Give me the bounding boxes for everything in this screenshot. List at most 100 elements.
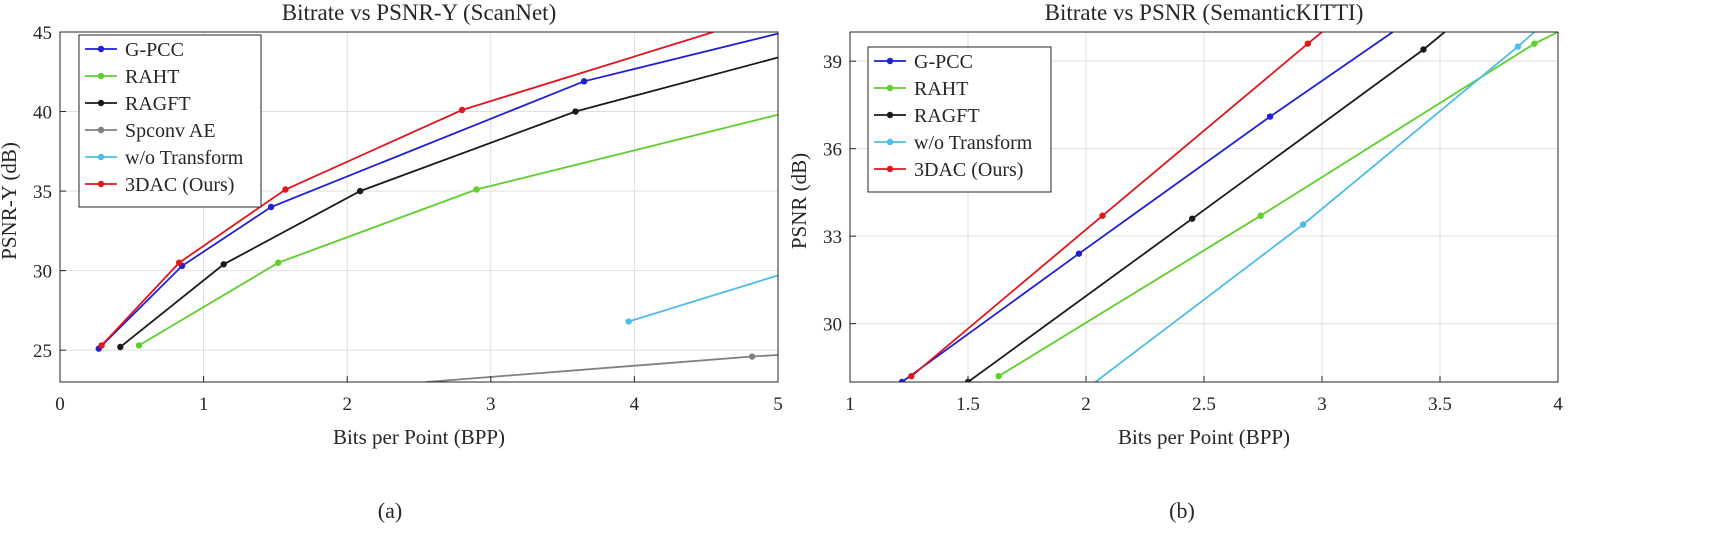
y-tick-label: 30 (33, 262, 52, 283)
y-tick-label: 39 (823, 52, 842, 73)
y-tick-label: 40 (33, 103, 52, 124)
series-line-3dac-ours (910, 32, 1323, 377)
chart-a-xlabel: Bits per Point (BPP) (333, 425, 505, 449)
legend-swatch-marker (97, 99, 105, 107)
chart-a-title: Bitrate vs PSNR-Y (ScanNet) (282, 0, 556, 25)
data-point-3dac-ours (1099, 212, 1106, 219)
data-point-w-o-transform (1299, 221, 1307, 228)
x-tick-label: 3 (486, 394, 496, 415)
data-point-g-pcc (898, 378, 906, 382)
data-point-ragft (572, 108, 579, 115)
data-point-g-pcc (580, 78, 588, 85)
data-point-spconv-ae (748, 353, 756, 360)
series-line-spconv-ae (426, 354, 778, 382)
legend-swatch-marker (97, 72, 105, 80)
data-point-ragft (1420, 46, 1427, 53)
legend-label: w/o Transform (125, 147, 244, 169)
legend-swatch-marker (97, 45, 105, 53)
data-point-raht (135, 342, 143, 349)
x-tick-label: 1 (845, 394, 855, 415)
y-tick-label: 30 (823, 315, 842, 336)
data-point-raht (275, 259, 282, 266)
legend-swatch-marker (886, 138, 894, 146)
data-point-w-o-transform (625, 318, 632, 325)
data-point-raht (995, 372, 1002, 380)
x-tick-label: 4 (630, 394, 640, 415)
chart-b-ticks: 1 1.5 2 2.5 3 3.5 4 30 33 36 39 (823, 52, 1563, 415)
legend-swatch-marker (886, 165, 894, 173)
x-tick-label: 2 (1081, 394, 1091, 415)
legend-swatch-marker (886, 111, 894, 119)
legend-label: Spconv AE (125, 120, 216, 142)
series-line-raht (998, 32, 1558, 377)
data-point-g-pcc (1266, 113, 1274, 120)
data-point-3dac-ours (98, 342, 105, 349)
y-tick-label: 33 (823, 227, 842, 248)
legend-label: 3DAC (Ours) (914, 159, 1023, 181)
legend-swatch-marker (886, 57, 894, 65)
legend-label: RAGFT (914, 105, 980, 127)
data-point-w-o-transform (1514, 43, 1522, 50)
x-tick-label: 4 (1553, 394, 1563, 415)
legend-box (78, 34, 262, 208)
x-tick-label: 5 (773, 394, 783, 415)
chart-a-axes-box (59, 31, 779, 383)
x-tick-label: 1 (199, 394, 209, 415)
y-tick-label: 45 (33, 23, 52, 44)
caption-a: (a) (378, 498, 402, 523)
data-point-3dac-ours (458, 106, 466, 114)
legend-label: RAHT (125, 66, 179, 88)
chart-b-ylabel: PSNR (dB) (787, 153, 811, 249)
series-line-ragft (967, 32, 1446, 382)
x-tick-label: 3.5 (1428, 394, 1452, 415)
data-point-3dac-ours (175, 259, 183, 266)
x-tick-label: 3 (1317, 394, 1327, 415)
chart-a-legend: G-PCC RAHT RAGFT Spconv AE w/o Transform 3DAC… (78, 34, 262, 208)
chart-b-legend: G-PCC RAHT RAGFT w/o Transform 3DAC (Ours) (867, 46, 1052, 193)
data-point-ragft (117, 343, 124, 351)
data-point-raht (473, 186, 480, 193)
legend-swatch-marker (886, 84, 894, 92)
data-point-3dac-ours (1304, 40, 1312, 47)
series-line-w-o-transform (1094, 32, 1535, 382)
data-point-g-pcc (267, 203, 275, 211)
chart-b-series (898, 32, 1558, 382)
chart-b-xlabel: Bits per Point (BPP) (1118, 425, 1290, 449)
legend-label: w/o Transform (914, 132, 1033, 154)
chart-a-series (95, 32, 778, 382)
data-point-ragft (356, 187, 364, 195)
x-tick-label: 1.5 (956, 394, 980, 415)
legend-swatch-marker (97, 180, 105, 188)
series-line-w-o-transform (628, 274, 778, 323)
x-tick-label: 2.5 (1192, 394, 1216, 415)
legend-swatch-marker (97, 126, 105, 134)
legend-label: 3DAC (Ours) (125, 174, 234, 196)
series-line-g-pcc (901, 32, 1394, 382)
legend-label: RAGFT (125, 93, 191, 115)
series-line-raht (138, 113, 778, 347)
chart-a-ylabel: PSNR-Y (dB) (0, 142, 21, 260)
legend-label: RAHT (914, 78, 968, 100)
x-tick-label: 0 (55, 394, 65, 415)
chart-b: 1 1.5 2 2.5 3 3.5 4 30 33 36 39 Bitrate vs PSNR (S… (787, 0, 1563, 523)
data-point-3dac-ours (908, 372, 915, 380)
data-point-raht (1257, 212, 1264, 219)
legend-box (867, 46, 1052, 193)
x-tick-label: 2 (342, 394, 352, 415)
data-point-g-pcc (1075, 250, 1083, 257)
legend-label: G-PCC (125, 39, 184, 61)
legend-label: G-PCC (914, 51, 973, 73)
data-point-3dac-ours (282, 186, 289, 193)
legend-swatch-marker (97, 153, 105, 161)
data-point-ragft (220, 261, 227, 268)
data-point-ragft (1189, 215, 1196, 222)
chart-b-title: Bitrate vs PSNR (SemanticKITTI) (1045, 0, 1364, 25)
caption-b: (b) (1169, 498, 1195, 523)
y-tick-label: 36 (823, 140, 842, 161)
y-tick-label: 25 (33, 341, 52, 362)
data-point-raht (1531, 40, 1538, 47)
y-tick-label: 35 (33, 182, 52, 203)
